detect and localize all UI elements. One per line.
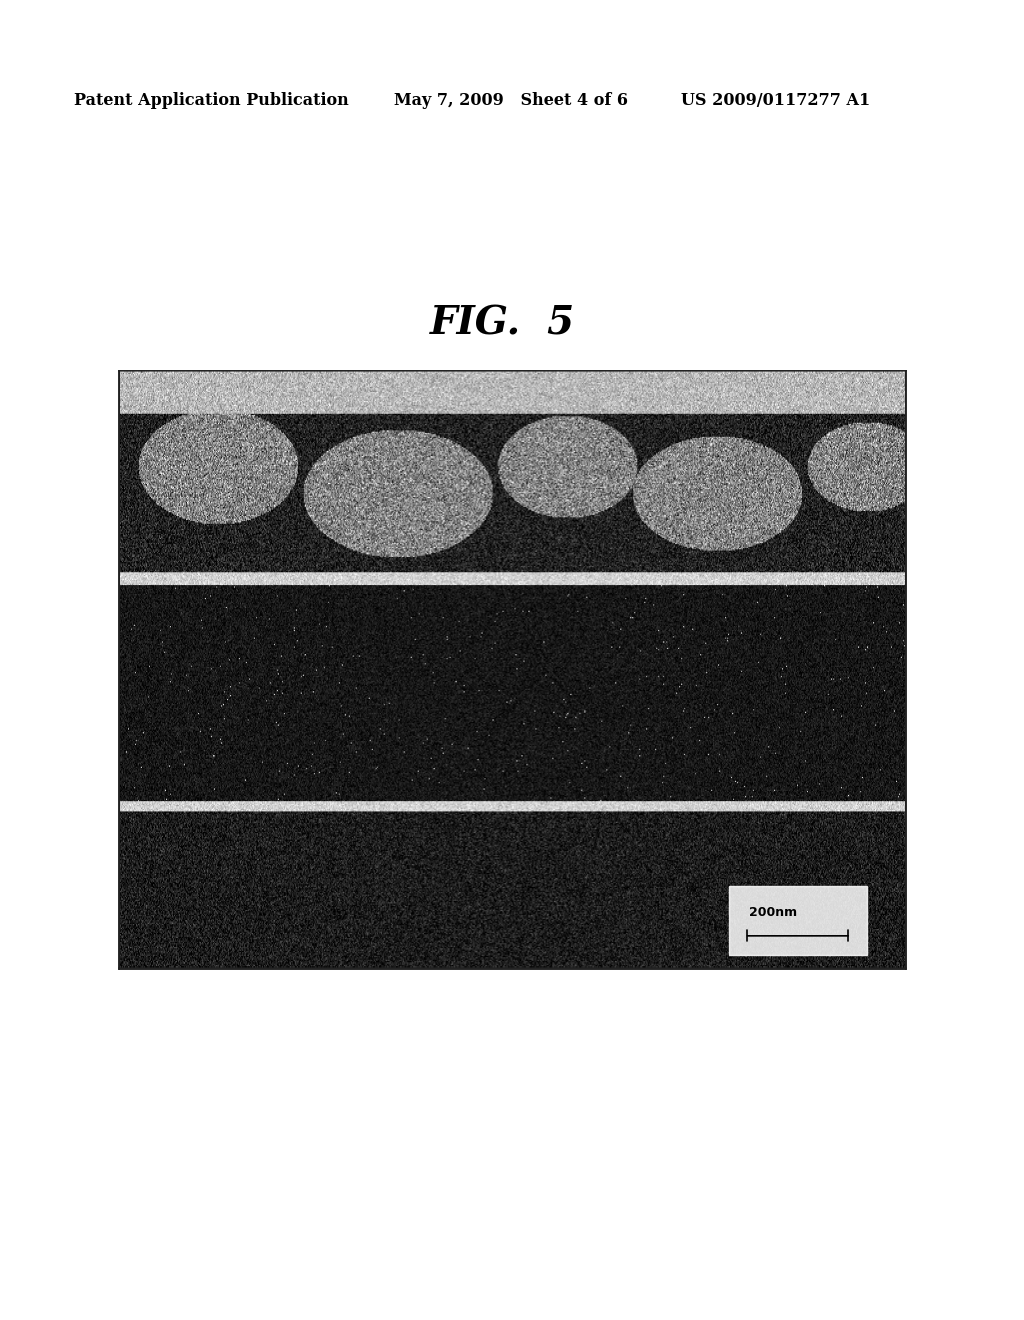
Text: Patent Application Publication: Patent Application Publication — [74, 92, 348, 108]
Text: US 2009/0117277 A1: US 2009/0117277 A1 — [681, 92, 870, 108]
Text: 200nm: 200nm — [749, 906, 797, 919]
Bar — [729, 886, 866, 956]
Text: May 7, 2009   Sheet 4 of 6: May 7, 2009 Sheet 4 of 6 — [394, 92, 629, 108]
Text: FIG.  5: FIG. 5 — [430, 305, 575, 342]
